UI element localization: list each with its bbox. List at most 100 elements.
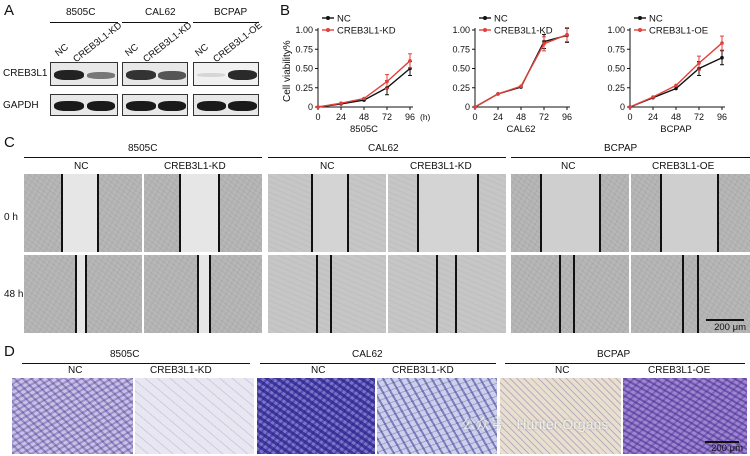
- transwell-group-underline: [505, 363, 745, 364]
- transwell-group-underline: [22, 363, 250, 364]
- wound-image-bcpap-nc-0h: [511, 174, 629, 252]
- wound-image-bcpap-oe-0h: [631, 174, 750, 252]
- legend-label: CREB3L1-KD: [337, 26, 396, 37]
- transwell-condition-label: NC: [311, 365, 326, 376]
- y-tick-label: 0.75: [607, 44, 625, 54]
- y-tick-label: 0: [308, 102, 313, 112]
- legend-marker: [326, 16, 330, 20]
- y-tick-label: 0.25: [452, 83, 470, 93]
- panel-label-a: A: [4, 2, 15, 19]
- wound-condition-label: NC: [74, 161, 89, 172]
- series-line-0: [474, 34, 568, 108]
- transwell-group-8505c: 8505C: [110, 349, 140, 360]
- x-tick-label: 0: [315, 112, 320, 122]
- viability-chart-2: 0 0.25 0.50 0.75 1.00 0 24 48 72 96 BCPAP NCCREB3L1…: [607, 14, 727, 135]
- series-line-1: [629, 42, 723, 108]
- y-tick-label: 0: [620, 102, 625, 112]
- wound-group-underline: [24, 157, 262, 158]
- wound-condition-label: CREB3L1-OE: [652, 161, 715, 172]
- y-tick-label: 0.25: [295, 83, 313, 93]
- transwell-image-8505c-nc: [12, 378, 133, 454]
- y-tick-label: 0.75: [295, 44, 313, 54]
- data-point: [385, 79, 389, 84]
- wound-image-8505c-nc-48h: [24, 255, 142, 333]
- wb-group-underline: [50, 22, 118, 23]
- transwell-group-underline: [260, 363, 496, 364]
- chart-title: CAL62: [506, 124, 535, 135]
- transwell-scale-label: 200 μm: [711, 442, 743, 454]
- y-tick-label: 0.75: [452, 44, 470, 54]
- wb-blot-gapdh-bcpap: [193, 94, 259, 116]
- data-point: [542, 42, 546, 46]
- transwell-group-bcpap: BCPAP: [597, 349, 631, 360]
- data-point: [697, 61, 701, 65]
- y-tick-label: 1.00: [452, 25, 470, 35]
- wound-image-8505c-kd-48h: [144, 255, 262, 333]
- wb-blot-creb3l1-bcpap: [193, 62, 259, 86]
- wound-condition-label: NC: [561, 161, 576, 172]
- data-point: [473, 105, 477, 109]
- data-point: [720, 41, 724, 45]
- wb-lane-label: NC: [193, 41, 211, 59]
- data-point: [674, 83, 678, 88]
- x-tick-label: 48: [671, 112, 681, 122]
- wound-image-cal62-kd-0h: [388, 174, 506, 252]
- y-tick-label: 0.50: [607, 64, 625, 74]
- data-point: [362, 96, 366, 101]
- series-line-0: [629, 57, 723, 108]
- chart-title: BCPAP: [660, 124, 692, 135]
- legend-label: CREB3L1-KD: [494, 26, 553, 37]
- panel-label-d: D: [4, 343, 15, 360]
- wound-condition-label: CREB3L1-KD: [410, 161, 472, 172]
- data-point: [339, 101, 343, 105]
- wound-image-bcpap-oe-48h: 200 μm: [631, 255, 750, 333]
- wb-lane-label: NC: [123, 41, 141, 59]
- x-tick-label: 0: [472, 112, 477, 122]
- transwell-image-cal62-kd: [377, 378, 497, 454]
- wound-scale-bar: [706, 319, 744, 321]
- watermark: 公众号 · Hunter Organs: [462, 416, 609, 432]
- y-tick-label: 0.25: [607, 83, 625, 93]
- data-point: [674, 86, 678, 91]
- wb-row-label-creb3l1: CREB3L1: [3, 68, 48, 79]
- x-tick-label: 96: [405, 112, 415, 122]
- legend-label: NC: [649, 14, 663, 25]
- transwell-image-cal62-nc: [257, 378, 375, 454]
- wound-condition-label: CREB3L1-KD: [164, 161, 226, 172]
- wb-lane-label: NC: [53, 41, 71, 59]
- data-point: [565, 32, 569, 37]
- wb-group-underline: [193, 22, 259, 23]
- data-point: [519, 84, 523, 89]
- x-tick-label: 48: [359, 112, 369, 122]
- wb-lane-label: CREB3L1-OE: [211, 19, 265, 65]
- transwell-image-8505c-kd: [135, 378, 254, 454]
- x-tick-label: 72: [382, 112, 392, 122]
- data-point: [496, 92, 500, 96]
- wound-time-48h: 48 h: [4, 289, 24, 300]
- wb-group-underline: [122, 22, 188, 23]
- chart-title: 8505C: [350, 124, 378, 135]
- viability-charts: 0 0.25 0.50 0.75 1.00 0 24 48 72 96 (h) 8505C NC CREB…: [295, 14, 727, 135]
- transwell-condition-label: CREB3L1-KD: [150, 365, 212, 376]
- viability-chart-0: 0 0.25 0.50 0.75 1.00 0 24 48 72 96 (h) 8505C NCCREB…: [295, 14, 430, 135]
- legend-marker: [326, 28, 330, 32]
- y-tick-label: 1.00: [607, 25, 625, 35]
- x-tick-label: 24: [336, 112, 346, 122]
- wb-blot-creb3l1-8505c: [50, 62, 118, 86]
- transwell-image-bcpap-oe: 200 μm: [623, 378, 747, 454]
- data-point: [628, 105, 632, 109]
- x-tick-label: 24: [493, 112, 503, 122]
- transwell-condition-label: CREB3L1-OE: [648, 365, 711, 376]
- transwell-scale-bar: [705, 441, 739, 443]
- wound-time-0h: 0 h: [4, 212, 18, 223]
- wound-group-underline: [268, 157, 506, 158]
- x-tick-label: 96: [562, 112, 572, 122]
- wb-row-label-gapdh: GAPDH: [3, 100, 39, 111]
- y-tick-label: 1.00: [295, 25, 313, 35]
- data-point: [316, 105, 320, 109]
- transwell-condition-label: CREB3L1-KD: [392, 365, 454, 376]
- wound-group-bcpap: BCPAP: [604, 143, 638, 154]
- x-unit-label: (h): [420, 112, 431, 122]
- data-point: [720, 55, 724, 60]
- wound-image-8505c-kd-0h: [144, 174, 262, 252]
